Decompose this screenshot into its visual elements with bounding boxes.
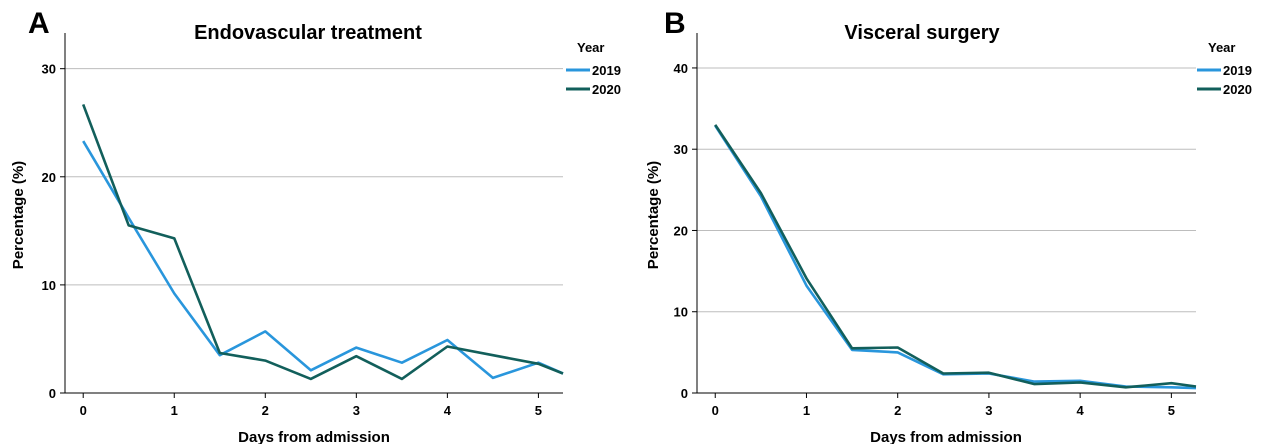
y-axis-label: Percentage (%) — [10, 161, 27, 269]
chart-title: Visceral surgery — [844, 22, 1000, 44]
panel-letter: A — [28, 7, 50, 40]
x-tick-label: 2 — [894, 403, 901, 418]
series-line-2020 — [714, 124, 1197, 389]
legend: Year 2019 2020 — [566, 40, 621, 97]
x-tick-label: 0 — [80, 403, 87, 418]
series-lines — [81, 103, 564, 381]
gridlines — [697, 67, 1196, 313]
x-tick-label: 1 — [803, 403, 810, 418]
gridlines — [65, 68, 563, 286]
x-tick-label: 2 — [262, 403, 269, 418]
x-axis-label: Days from admission — [870, 429, 1022, 444]
x-tick-label: 5 — [1168, 403, 1175, 418]
x-tick-label: 4 — [444, 403, 452, 418]
chart-title: Endovascular treatment — [194, 22, 422, 44]
series-lines — [714, 124, 1197, 390]
x-tick-label: 3 — [985, 403, 992, 418]
x-tick-label: 1 — [171, 403, 178, 418]
legend-label-2019: 2019 — [592, 63, 621, 78]
y-ticks: 0 10 20 30 40 — [674, 61, 697, 401]
legend-title: Year — [1208, 40, 1235, 55]
y-tick-label: 20 — [674, 223, 688, 238]
y-ticks: 0 10 20 30 — [42, 62, 65, 401]
series-line-2019 — [714, 124, 1197, 390]
y-tick-label: 30 — [42, 62, 56, 77]
y-tick-label: 40 — [674, 61, 688, 76]
y-tick-label: 10 — [42, 278, 56, 293]
legend: Year 2019 2020 — [1197, 40, 1252, 97]
y-axis-label: Percentage (%) — [645, 161, 662, 269]
y-tick-label: 0 — [681, 386, 688, 401]
series-line-2020 — [81, 103, 564, 381]
legend-label-2019: 2019 — [1223, 63, 1252, 78]
x-ticks: 0 1 2 3 4 5 — [80, 393, 542, 418]
legend-title: Year — [577, 40, 604, 55]
series-line-2019 — [82, 140, 564, 380]
legend-label-2020: 2020 — [1223, 82, 1252, 97]
y-tick-label: 0 — [49, 386, 56, 401]
panel-letter: B — [664, 7, 686, 40]
y-tick-label: 10 — [674, 305, 688, 320]
x-tick-label: 5 — [535, 403, 542, 418]
x-tick-label: 4 — [1077, 403, 1085, 418]
panel-b: B Visceral surgery 0 1 2 3 4 5 0 10 20 30 40 Days… — [645, 7, 1252, 444]
y-tick-label: 30 — [674, 142, 688, 157]
x-tick-label: 0 — [712, 403, 719, 418]
x-ticks: 0 1 2 3 4 5 — [712, 393, 1175, 418]
x-tick-label: 3 — [353, 403, 360, 418]
x-axis-label: Days from admission — [238, 429, 390, 444]
y-tick-label: 20 — [42, 170, 56, 185]
legend-label-2020: 2020 — [592, 82, 621, 97]
